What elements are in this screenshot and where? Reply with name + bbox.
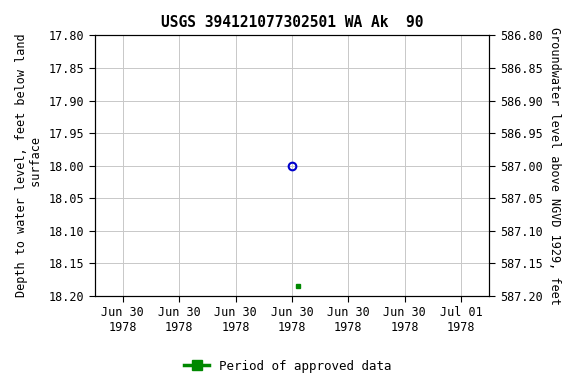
Title: USGS 394121077302501 WA Ak  90: USGS 394121077302501 WA Ak 90 (161, 15, 423, 30)
Legend: Period of approved data: Period of approved data (179, 355, 397, 378)
Y-axis label: Depth to water level, feet below land
 surface: Depth to water level, feet below land su… (15, 34, 43, 298)
Y-axis label: Groundwater level above NGVD 1929, feet: Groundwater level above NGVD 1929, feet (548, 27, 561, 305)
